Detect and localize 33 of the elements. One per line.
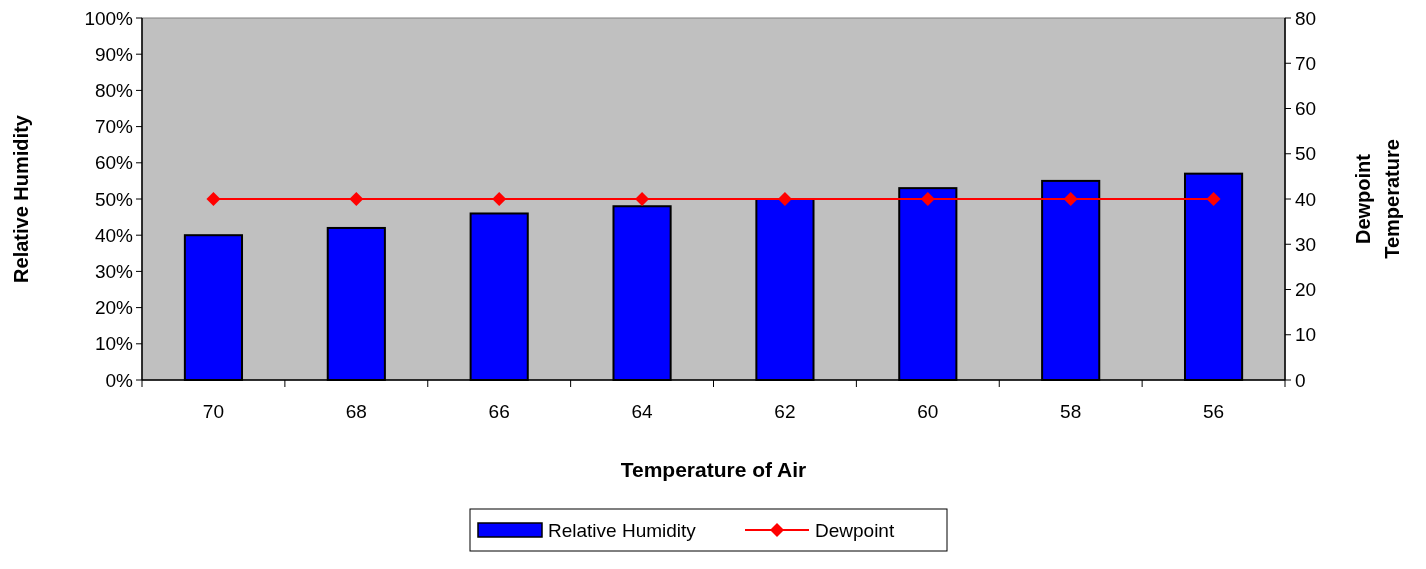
y-tick-label: 30% — [94, 261, 134, 283]
x-tick-label: 56 — [1202, 401, 1225, 422]
y2-tick-label: 70 — [1295, 52, 1317, 74]
x-tick-label: 64 — [631, 401, 654, 422]
y2-tick-label: 30 — [1295, 233, 1317, 255]
x-tick-label: 60 — [917, 401, 939, 422]
legend-label: Relative Humidity — [548, 519, 697, 541]
y2-tick-label: 60 — [1295, 98, 1317, 120]
x-axis-title: Temperature of Air — [620, 458, 807, 481]
y2-tick-label: 50 — [1295, 143, 1317, 165]
y2-tick-label: 0 — [1295, 369, 1306, 391]
x-tick-label: 70 — [202, 401, 225, 422]
x-tick-label: 62 — [774, 401, 796, 422]
y-tick-label: 70% — [94, 116, 134, 138]
legend-label: Dewpoint — [815, 519, 895, 541]
y2-tick-label: 80 — [1295, 7, 1317, 29]
y-tick-label: 100% — [84, 7, 134, 29]
y2-tick-label: 10 — [1295, 324, 1317, 346]
x-tick-label: 58 — [1060, 401, 1082, 422]
x-tick-label: 66 — [488, 401, 510, 422]
y-axis-title: Relative Humidity — [10, 114, 32, 283]
y-tick-label: 40% — [94, 224, 134, 246]
y2-tick-label: 20 — [1295, 279, 1317, 301]
y-tick-label: 90% — [94, 43, 134, 65]
y-tick-label: 60% — [94, 152, 134, 174]
x-tick-label: 68 — [345, 401, 367, 422]
y-tick-label: 50% — [94, 188, 134, 210]
y2-axis-title: Dewpoint Temperature — [1352, 139, 1403, 259]
y-tick-label: 0% — [105, 369, 134, 391]
y2-tick-label: 40 — [1295, 188, 1317, 210]
y-tick-label: 10% — [94, 333, 134, 355]
y-tick-label: 80% — [94, 80, 134, 102]
y-tick-label: 20% — [94, 297, 134, 319]
